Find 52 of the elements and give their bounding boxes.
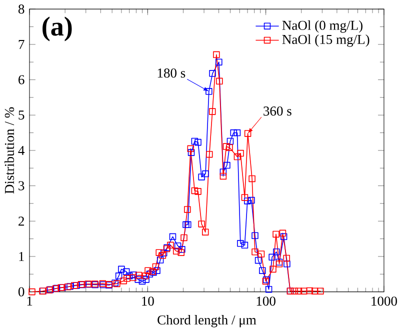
point (142, 276, 150, 283)
point (209, 70, 216, 77)
y-tick-label: 3 (18, 181, 24, 190)
point (191, 138, 198, 145)
y-tick-label: 4 (18, 146, 25, 155)
point (160, 250, 168, 256)
x-tick-label: 1000 (372, 296, 397, 306)
y-tick-label: 8 (18, 4, 24, 14)
point (122, 268, 130, 276)
annotation: 360 s (264, 106, 292, 116)
point (154, 267, 160, 274)
point (244, 198, 251, 204)
legend-label: NaOl (0 mg/L) (282, 20, 362, 33)
point (237, 240, 244, 247)
point (118, 266, 125, 273)
point (194, 139, 202, 146)
chart-title: (a) (42, 16, 72, 42)
point (265, 286, 272, 293)
point (202, 170, 209, 178)
y-axis-title: Distribution / % (4, 107, 14, 194)
y-tick-label: 1 (19, 252, 24, 262)
x-axis-title: Chord length / μm (158, 315, 256, 328)
y-tick-label: 7 (18, 40, 24, 49)
point (184, 221, 192, 228)
point (156, 256, 164, 264)
legend-label: NaOl (15 mg/L) (282, 34, 370, 47)
y-tick-label: 6 (18, 75, 24, 84)
point (241, 242, 248, 249)
annotation: 180 s (158, 68, 186, 78)
point (115, 272, 122, 280)
point (206, 88, 212, 95)
point (198, 174, 205, 180)
x-tick-label: 100 (256, 296, 276, 306)
x-tick-label: 10 (142, 296, 154, 306)
point (254, 257, 262, 264)
point (169, 233, 176, 240)
point (280, 233, 288, 240)
point (130, 272, 137, 278)
point (146, 270, 154, 278)
y-tick-label: 2 (18, 216, 24, 226)
point (273, 248, 280, 256)
point (234, 129, 241, 136)
y-tick-label: 5 (18, 110, 24, 120)
point (252, 232, 258, 240)
point (188, 149, 195, 156)
point (259, 267, 266, 274)
y-tick-label: 0 (18, 287, 24, 296)
point (134, 276, 142, 283)
point (248, 196, 255, 204)
x-tick-label: 1 (27, 296, 32, 306)
point (126, 272, 133, 280)
point (230, 129, 237, 136)
